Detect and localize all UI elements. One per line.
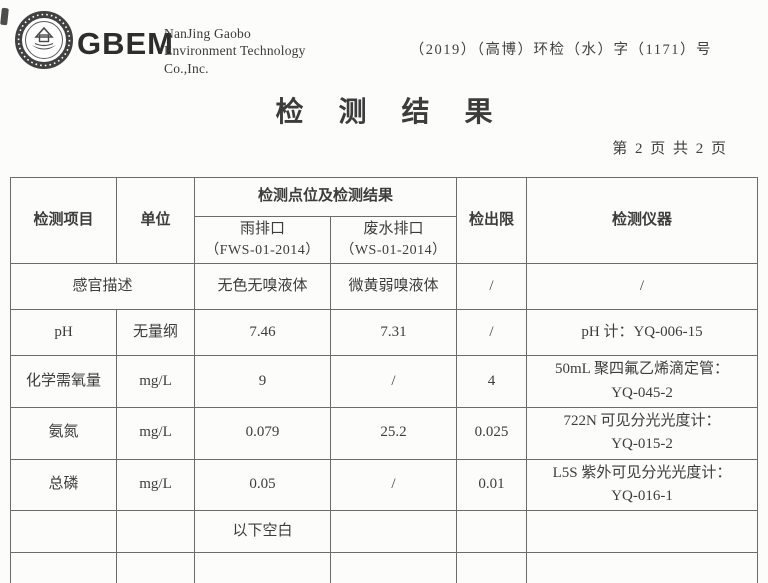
cell-instrument [526,510,759,554]
instrument-line2: YQ-016-1 [611,487,673,504]
instrument-line2: YQ-015-2 [611,436,673,453]
cell-rain-value: 0.05 [194,458,331,512]
instrument-line2: YQ-045-2 [611,384,673,401]
instrument-line1: 722N 可见分光光度计： [563,413,721,430]
table-row-cod: 化学需氧量 mg/L 9 / 4 50mL 聚四氟乙烯滴定管： YQ-045-2 [10,355,759,409]
cell-instrument: 722N 可见分光光度计： YQ-015-2 [526,407,759,460]
header-cell-rain-outlet: 雨排口 （FWS-01-2014） [194,215,331,265]
cell-waste-value: 25.2 [329,407,458,460]
cell-rain-value: 0.079 [194,407,331,460]
cell-instrument: L5S 紫外可见分光光度计： YQ-016-1 [526,458,759,512]
cell-item: 化学需氧量 [10,355,117,409]
header-cell-instrument: 检测仪器 [526,176,759,265]
cell-waste-value [329,552,458,583]
document-number: （2019）（高博）环检（水）字（1171）号 [409,42,712,58]
cell-unit [116,510,195,554]
cell-item [10,510,117,554]
cell-waste-value: / [329,355,458,409]
waste-outlet-name: 废水排口 [363,221,424,237]
cell-unit [116,552,195,583]
company-seal-icon [15,11,73,69]
cell-instrument [526,552,759,583]
cell-item: pH [10,309,117,357]
table-row-phosphorus: 总磷 mg/L 0.05 / 0.01 L5S 紫外可见分光光度计： YQ-01… [10,458,759,512]
cell-item: 氨氮 [10,407,117,460]
cell-item [10,552,117,583]
cell-detection-limit: 4 [456,355,528,409]
cell-waste-value: 7.31 [329,309,458,357]
header-cell-item: 检测项目 [10,176,117,265]
rain-outlet-code: （FWS-01-2014） [205,242,320,258]
cell-waste-value: / [329,458,458,512]
cell-rain-value: 无色无嗅液体 [194,263,331,311]
cell-rain-value: 7.46 [194,309,331,357]
cell-unit: mg/L [116,355,195,409]
rain-outlet-name: 雨排口 [239,221,285,237]
table-row-empty [10,552,759,583]
header-cell-unit: 单位 [116,176,195,265]
logo-text: GBEM [77,26,174,61]
header-cell-detection-limit: 检出限 [456,176,528,265]
cell-item: 总磷 [10,458,117,512]
company-name: NanJing Gaobo Environment Technology Co.… [164,25,306,77]
cell-item: 感官描述 [10,263,195,311]
cell-waste-value [329,510,458,554]
table-header-row-1: 检测项目 单位 检测点位及检测结果 检出限 检测仪器 [10,176,759,265]
cell-rain-value [194,552,331,583]
header-cell-waste-outlet: 废水排口 （WS-01-2014） [329,215,458,265]
company-name-line2: Environment Technology [164,43,306,59]
cell-unit: mg/L [116,407,195,460]
cell-detection-limit [456,552,528,583]
table-row-ph: pH 无量纲 7.46 7.31 / pH 计：YQ-006-15 [10,309,759,357]
instrument-line1: 50mL 聚四氟乙烯滴定管： [555,361,730,378]
page-title: 检 测 结 果 [275,97,507,128]
cell-unit: 无量纲 [116,309,195,357]
cell-waste-value: 微黄弱嗅液体 [329,263,458,311]
cell-instrument: pH 计：YQ-006-15 [526,309,759,357]
company-name-line1: NanJing Gaobo [164,26,251,41]
header-cell-points-results: 检测点位及检测结果 [193,177,458,217]
cell-instrument: 50mL 聚四氟乙烯滴定管： YQ-045-2 [526,355,759,409]
table-row-sensory: 感官描述 无色无嗅液体 微黄弱嗅液体 / / [10,263,759,311]
table-row-ammonia: 氨氮 mg/L 0.079 25.2 0.025 722N 可见分光光度计： Y… [10,407,759,460]
cell-detection-limit: / [456,263,528,311]
page-number: 第 2 页 共 2 页 [612,141,728,157]
cell-detection-limit [456,510,528,554]
company-name-line3: Co.,Inc. [164,60,209,76]
cell-detection-limit: / [456,309,528,357]
cell-unit: mg/L [116,458,195,512]
cell-rain-value: 9 [194,355,331,409]
table-header-row-2: 雨排口 （FWS-01-2014） 废水排口 （WS-01-2014） [11,215,758,265]
scan-artifact [0,7,9,26]
cell-detection-limit: 0.025 [456,407,528,460]
waste-outlet-code: （WS-01-2014） [340,242,447,258]
instrument-line1: L5S 紫外可见分光光度计： [552,464,732,481]
results-table: 检测项目 单位 检测点位及检测结果 检出限 检测仪器 雨排口 （FWS-01-2… [10,176,759,583]
cell-detection-limit: 0.01 [456,458,528,512]
cell-instrument: / [526,263,759,311]
cell-rain-value: 以下空白 [194,510,331,554]
table-row-blank-note: 以下空白 [10,510,759,554]
